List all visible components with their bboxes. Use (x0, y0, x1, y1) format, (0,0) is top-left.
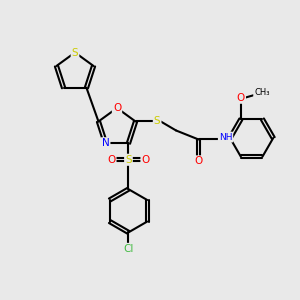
Text: O: O (113, 103, 121, 113)
Text: S: S (154, 116, 160, 127)
Text: S: S (125, 155, 132, 165)
Text: O: O (237, 93, 245, 103)
Text: Cl: Cl (123, 244, 134, 254)
Text: N: N (102, 138, 110, 148)
Text: S: S (72, 47, 78, 58)
Text: NH: NH (219, 133, 232, 142)
Text: O: O (107, 155, 116, 165)
Text: O: O (194, 156, 203, 167)
Text: O: O (141, 155, 150, 165)
Text: CH₃: CH₃ (254, 88, 270, 97)
